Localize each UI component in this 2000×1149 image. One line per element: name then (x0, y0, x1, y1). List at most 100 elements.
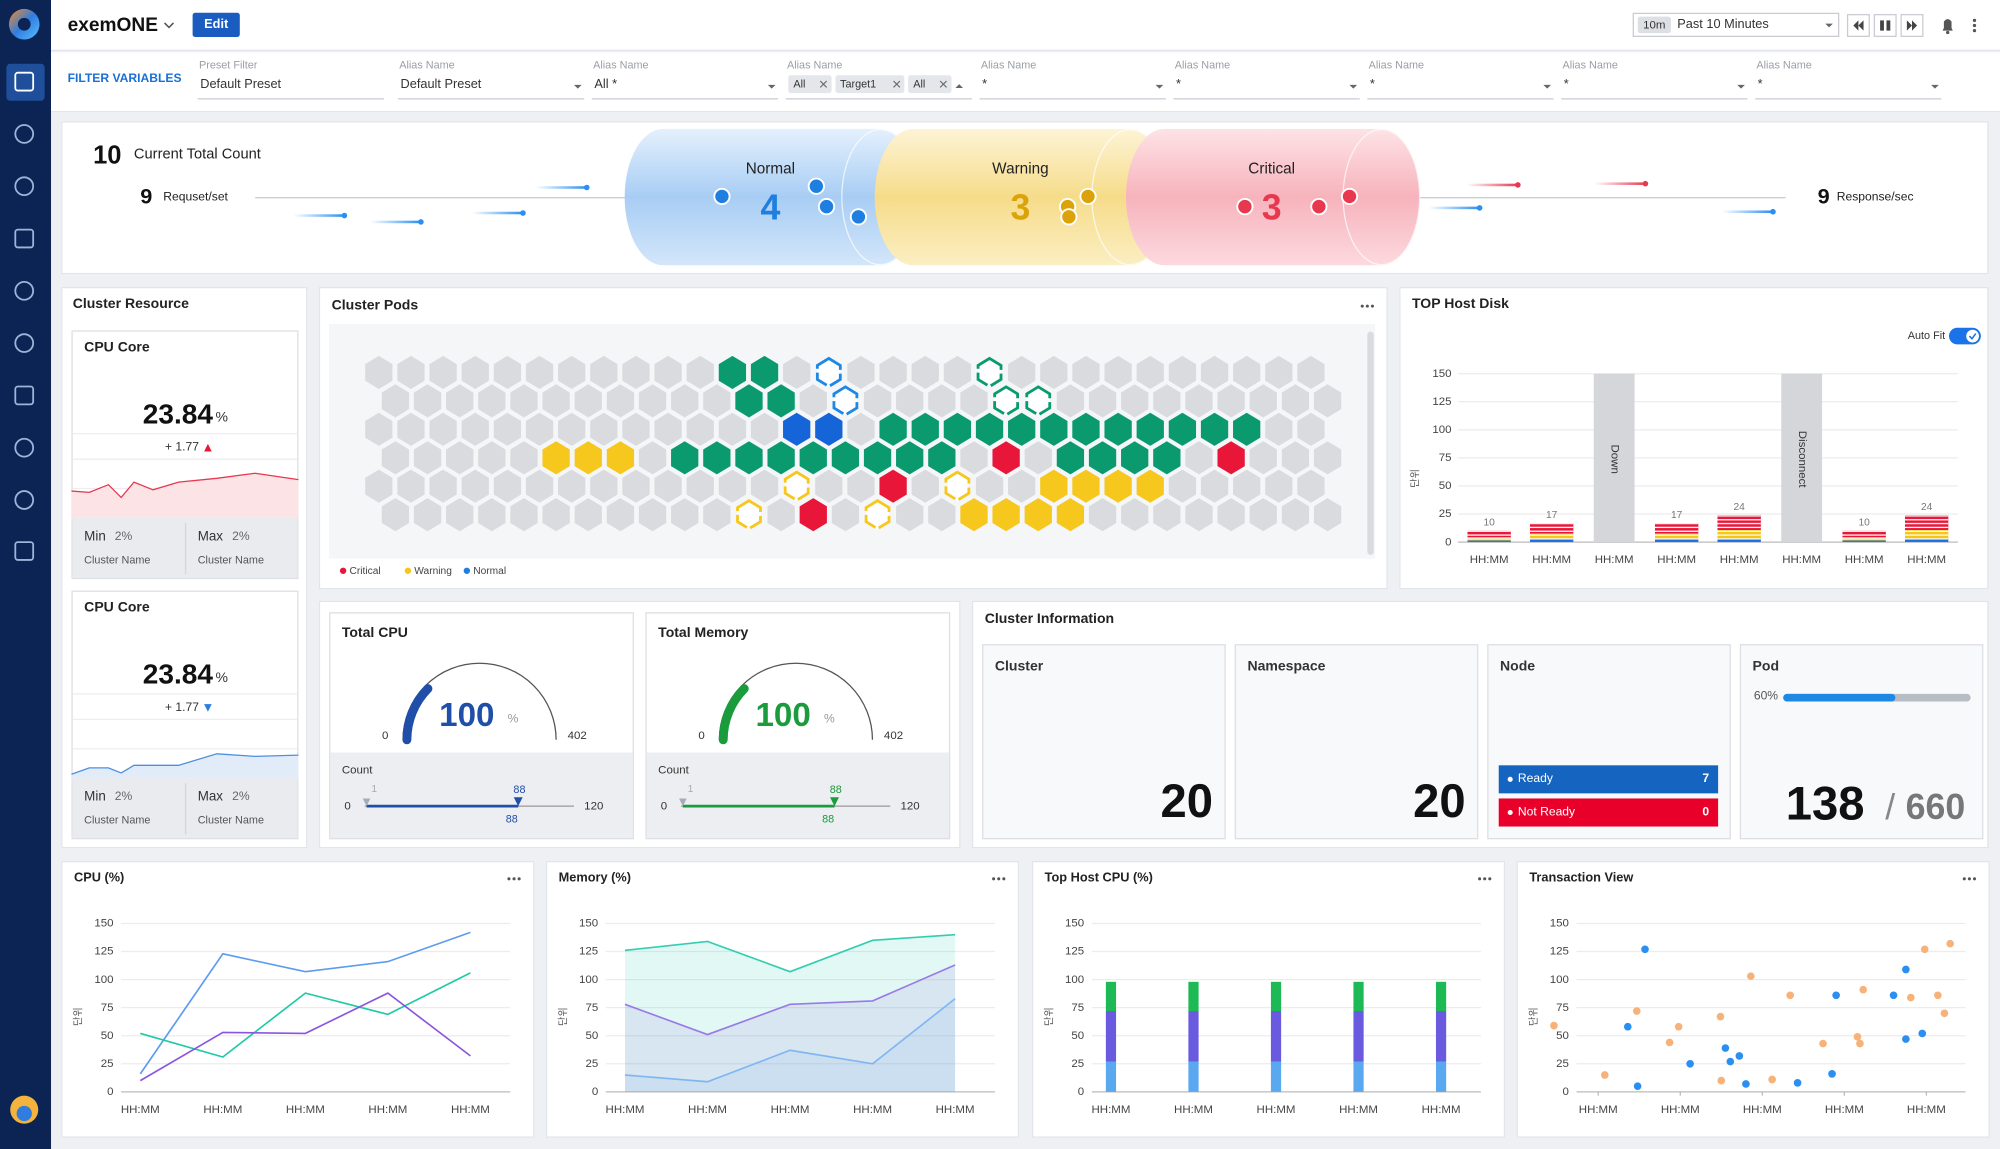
bar-value-label: 10 (1858, 516, 1870, 529)
flow-streak (293, 214, 345, 217)
chip-remove (939, 80, 947, 88)
x-tick-label: HH:MM (120, 1102, 160, 1116)
flow-streak (369, 220, 421, 224)
count-max: 120 (584, 799, 604, 812)
filter-underline[interactable] (1561, 98, 1748, 100)
filter-chip[interactable] (834, 75, 905, 94)
info-label: Node (1499, 658, 1536, 675)
pod-ball (849, 208, 868, 226)
pod-hex (574, 441, 602, 475)
y-tick-label: 150 (1549, 916, 1569, 930)
y-axis-label: 단위 (1528, 1007, 1540, 1026)
pod-hex (1136, 412, 1164, 446)
flow-dot (1476, 205, 1483, 211)
y-tick-label: 75 (100, 1000, 114, 1014)
min-label: Min (84, 529, 106, 545)
min-name: Cluster Name (84, 553, 151, 567)
legend-label: Normal (473, 564, 507, 576)
filter-underline[interactable] (1367, 98, 1554, 100)
filter-underline[interactable] (1755, 98, 1942, 100)
filter-underline[interactable] (1173, 98, 1360, 100)
filter-title: FILTER VARIABLES (67, 71, 182, 86)
pod-hex (718, 469, 747, 503)
min-value: 2% (114, 789, 133, 804)
count-value-marker (830, 797, 839, 807)
scatter-point (1832, 991, 1840, 1000)
filter-underline[interactable] (397, 98, 585, 100)
count-label: Count (658, 763, 689, 777)
scatter-point (1641, 945, 1649, 954)
x-tick-label: HH:MM (1174, 1102, 1213, 1116)
filter-chip[interactable] (908, 75, 952, 94)
nav-icon (14, 71, 35, 92)
scatter-point (1906, 993, 1915, 1002)
pod-hex (1297, 469, 1325, 503)
y-tick-label: 0 (591, 1084, 599, 1098)
pod-hex (735, 441, 763, 475)
y-tick-label: 50 (585, 1028, 599, 1042)
more-dot (1478, 877, 1482, 881)
time-chip-bg (1637, 16, 1671, 34)
state-name: Normal (745, 159, 796, 178)
pod-hex (413, 441, 442, 475)
pod-hex (638, 441, 667, 475)
filter-chip[interactable] (788, 75, 832, 94)
more-dot (512, 877, 516, 881)
pod-hex (1168, 412, 1197, 446)
disk-bar-stripes (1529, 523, 1574, 543)
node-status-dot (1507, 809, 1513, 816)
x-tick-label: HH:MM (935, 1102, 975, 1116)
x-tick-label: HH:MM (1469, 552, 1509, 566)
pod-hex (1040, 469, 1068, 503)
filter-value: All * (594, 77, 618, 92)
pod-hex (896, 441, 924, 475)
x-tick-label: HH:MM (1532, 552, 1572, 566)
bar-segment (1270, 1011, 1282, 1062)
pod-hex (718, 412, 747, 446)
flow-streak (1428, 206, 1480, 210)
max-value: 2% (232, 529, 250, 544)
pod-percent: 60% (1753, 689, 1779, 704)
x-tick-label: HH:MM (770, 1102, 810, 1116)
filter-chip-label: All (793, 77, 806, 91)
pod-hex (703, 384, 731, 418)
pod-hex (542, 498, 570, 532)
dropdown-caret (1155, 84, 1164, 89)
filter-underline[interactable] (591, 98, 779, 100)
max-name: Cluster Name (197, 553, 264, 567)
disk-bar-stripes (1717, 515, 1761, 543)
x-tick-label: HH:MM (1742, 1102, 1782, 1116)
edit-button[interactable]: Edit (192, 12, 240, 37)
pod-hex (510, 441, 538, 475)
pod-hex (799, 384, 827, 418)
pod-hex (461, 412, 489, 446)
pod-hex (590, 355, 618, 390)
more-dot (1360, 304, 1364, 308)
filter-value: * (1563, 77, 1569, 92)
pod-hex (1233, 469, 1261, 503)
filter-underline[interactable] (785, 98, 972, 100)
y-tick-label: 50 (1071, 1028, 1085, 1042)
pod-progress-fill (1783, 693, 1896, 702)
pod-hex (1104, 469, 1132, 503)
filter-value: * (1369, 77, 1375, 92)
pod-hex (397, 412, 425, 446)
kebab-dot (1972, 18, 1977, 23)
pause-icon (1880, 20, 1884, 31)
filter-underline[interactable] (197, 98, 384, 100)
pod-ball (817, 198, 836, 216)
pod-hex (767, 498, 795, 532)
panel-title: Cluster Pods (331, 297, 419, 314)
pod-ball (1060, 208, 1078, 226)
chart-title: Top Host CPU (%) (1044, 871, 1153, 886)
node-status-label: Not Ready (1517, 805, 1576, 820)
area-fill (624, 998, 956, 1092)
x-tick-label: HH:MM (1782, 552, 1822, 566)
pod-hex (1153, 384, 1181, 418)
pod-hex (1281, 441, 1310, 475)
playback-button[interactable] (1873, 14, 1897, 37)
dropdown-caret (955, 84, 964, 89)
info-label: Pod (1752, 658, 1780, 675)
filter-underline[interactable] (979, 98, 1166, 100)
nav-icon (14, 490, 35, 510)
